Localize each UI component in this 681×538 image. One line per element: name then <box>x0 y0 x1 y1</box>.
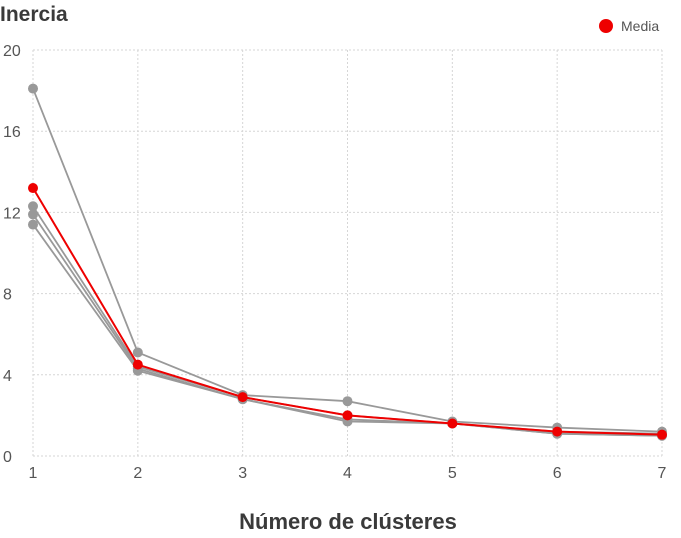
data-point-media <box>237 392 248 403</box>
data-point <box>28 209 38 220</box>
grid <box>32 49 663 457</box>
series-lines <box>28 83 667 441</box>
x-tick-label: 5 <box>448 465 457 482</box>
y-tick-label: 20 <box>3 43 21 60</box>
y-tick-label: 8 <box>3 287 12 304</box>
data-point <box>28 201 38 212</box>
legend-label-media: Media <box>621 18 659 34</box>
data-point <box>342 396 353 407</box>
x-axis-label: Número de clústeres <box>239 509 457 534</box>
series-line <box>32 88 663 433</box>
y-tick-label: 12 <box>3 205 21 222</box>
y-tick-label: 16 <box>3 124 21 141</box>
y-tick-label: 0 <box>3 449 12 466</box>
x-tick-label: 1 <box>29 465 38 482</box>
series-media <box>28 183 667 440</box>
x-tick-label: 4 <box>343 465 352 482</box>
data-point-media <box>447 418 458 429</box>
x-tick-label: 2 <box>133 465 142 482</box>
data-point <box>28 83 38 94</box>
data-point-media <box>28 183 38 194</box>
x-tick-label: 6 <box>553 465 562 482</box>
data-point-media <box>342 410 353 421</box>
y-tick-label: 4 <box>3 368 12 385</box>
data-point-media <box>552 426 563 437</box>
y-axis-label: Inercia <box>0 3 68 26</box>
legend-marker-media <box>599 19 613 33</box>
data-point-media <box>132 359 143 370</box>
data-point <box>28 219 38 230</box>
x-tick-label: 7 <box>658 465 667 482</box>
data-point <box>132 347 143 358</box>
legend: Media <box>599 18 659 34</box>
data-point-media <box>657 429 667 440</box>
x-tick-label: 3 <box>238 465 247 482</box>
